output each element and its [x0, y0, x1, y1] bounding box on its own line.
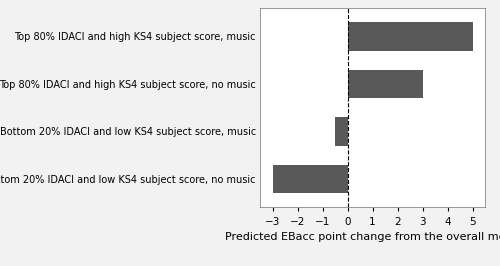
Bar: [335, 117, 347, 146]
Bar: [348, 22, 472, 51]
X-axis label: Predicted EBacc point change from the overall mean: Predicted EBacc point change from the ov…: [225, 232, 500, 242]
Bar: [272, 165, 347, 193]
Bar: [348, 70, 422, 98]
